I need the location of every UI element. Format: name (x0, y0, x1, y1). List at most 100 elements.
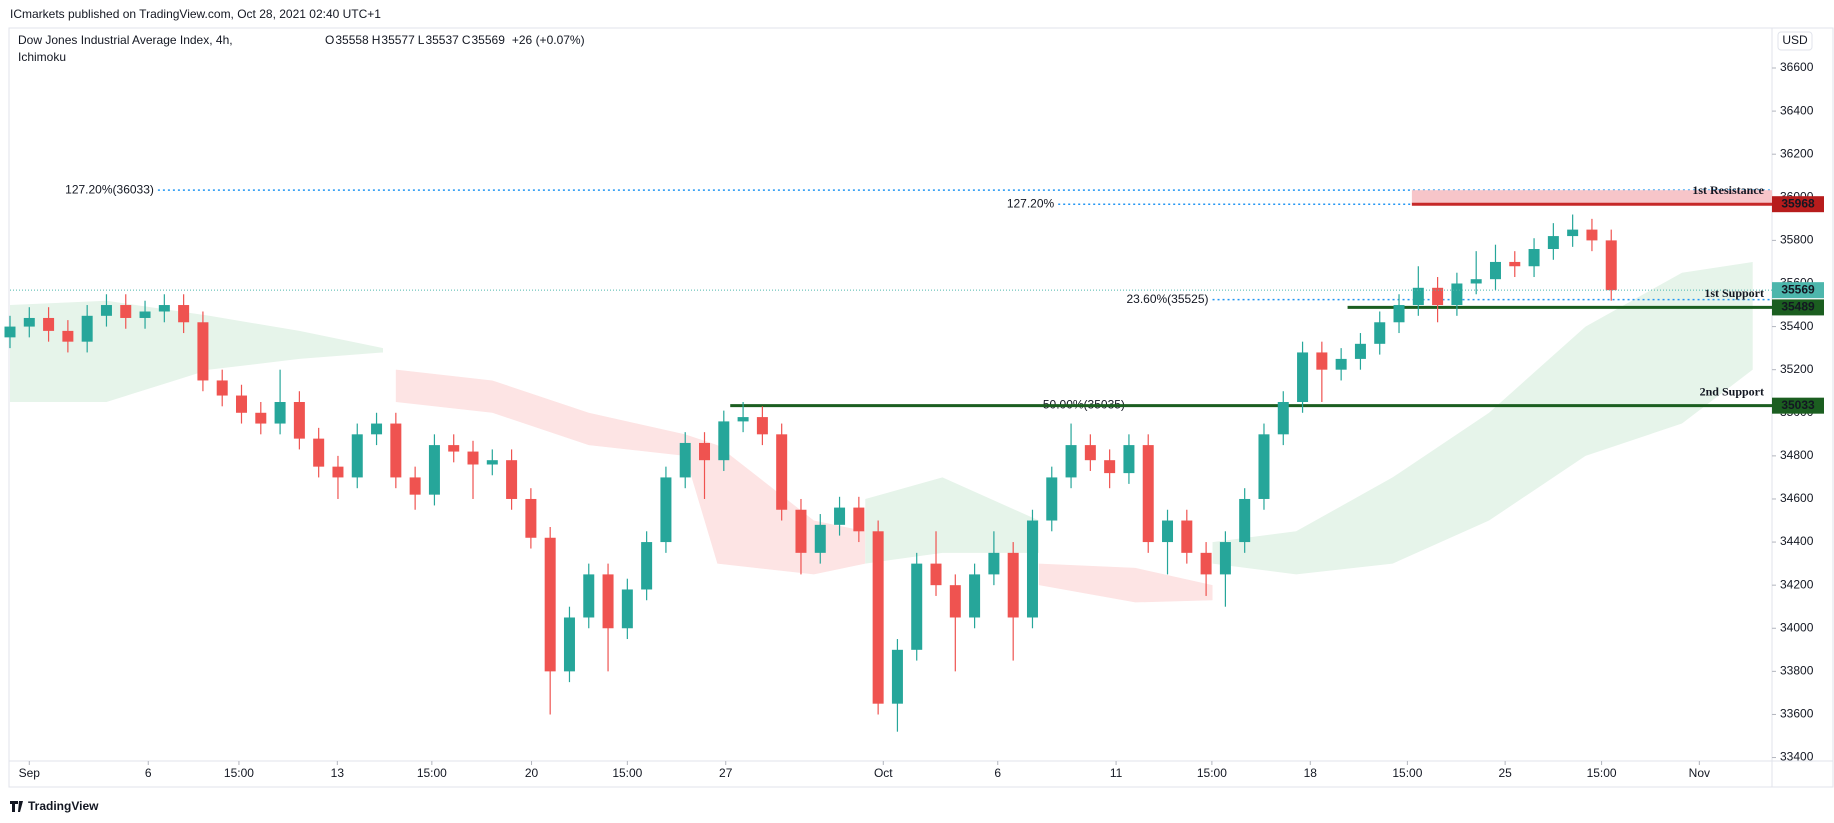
candle-body (814, 524, 826, 553)
ichimoku-cloud (865, 477, 1039, 564)
x-tick-label: 13 (331, 766, 345, 780)
candle-body (1432, 287, 1444, 306)
price-tag (1772, 282, 1824, 299)
candle-body (756, 417, 768, 435)
candle-body (448, 445, 460, 452)
fib-label: 23.60%(35525) (1126, 292, 1208, 306)
candle-body (776, 434, 788, 510)
fib-label: 127.20%(36033) (65, 182, 154, 196)
candle-body (255, 412, 267, 424)
price-tag-label: 35968 (1781, 196, 1815, 210)
candle-body (891, 649, 903, 704)
candle-body (795, 509, 807, 553)
candle-body (1219, 542, 1231, 575)
y-tick-label: 35200 (1780, 362, 1814, 376)
candle-body (1412, 287, 1424, 306)
candle-body (178, 305, 190, 323)
candle-body (197, 322, 209, 381)
candle-body (1547, 236, 1559, 250)
candle-body (236, 395, 248, 413)
y-tick-label: 36200 (1780, 146, 1814, 160)
y-tick-label: 34400 (1780, 534, 1814, 548)
x-tick-label: 15:00 (1197, 766, 1227, 780)
candle-body (1239, 498, 1251, 543)
candle-body (139, 311, 151, 318)
candle-body (1297, 352, 1309, 403)
x-tick-label: 15:00 (224, 766, 254, 780)
currency-box[interactable] (1777, 31, 1813, 51)
readout-value: 35537 (425, 33, 459, 47)
price-tag-label: 35033 (1781, 398, 1815, 412)
candle-body (1065, 445, 1077, 478)
readout-value: 35569 (472, 33, 506, 47)
chart-frame (8, 27, 1834, 788)
readout-change: +26 (+0.07%) (512, 33, 585, 47)
candle-body (293, 402, 305, 439)
ichimoku-cloud (395, 369, 866, 575)
currency: USD (1782, 33, 1808, 47)
candle-body (1354, 343, 1366, 359)
y-tick-label: 33800 (1780, 664, 1814, 678)
candle-body (486, 460, 498, 465)
readout-label: H (372, 33, 381, 47)
y-tick-label: 36600 (1780, 60, 1814, 74)
price-tag (1772, 397, 1824, 414)
x-tick-label: Oct (874, 766, 893, 780)
candle-body (1162, 520, 1174, 543)
x-tick-label: 15:00 (612, 766, 642, 780)
candle-body (544, 537, 556, 672)
candle-body (1586, 229, 1598, 241)
candle-body (4, 326, 16, 338)
x-tick-label: 15:00 (417, 766, 447, 780)
candle-body (1528, 249, 1540, 267)
candle-body (1316, 352, 1328, 370)
candle-body (1489, 261, 1501, 280)
price-tag (1772, 299, 1824, 316)
candle-body (930, 563, 942, 586)
candle-body (390, 423, 402, 478)
candle-body (872, 531, 884, 704)
candle-body (467, 451, 479, 465)
candle-body (216, 380, 228, 396)
readout-value: 35558 (335, 33, 369, 47)
x-tick-label: Sep (19, 766, 41, 780)
y-tick-label: 33600 (1780, 707, 1814, 721)
candle-body (158, 305, 170, 312)
candle-body (853, 507, 865, 532)
y-tick-label: 34600 (1780, 491, 1814, 505)
footer-brand: TradingView (28, 799, 99, 813)
candle-body (737, 417, 749, 422)
candle-body (1277, 402, 1289, 435)
symbol: Dow Jones Industrial Average Index, 4h, (18, 33, 233, 47)
candle-body (1567, 229, 1579, 237)
candle-body (525, 498, 537, 538)
level-label: 1st Resistance (1692, 183, 1764, 197)
readout-label: C (462, 33, 471, 47)
x-tick-label: 6 (145, 766, 152, 780)
candle-body (1451, 283, 1463, 306)
y-tick-label: 34800 (1780, 448, 1814, 462)
y-tick-label: 34200 (1780, 577, 1814, 591)
x-tick-label: Nov (1689, 766, 1710, 780)
y-tick-label: 34000 (1780, 620, 1814, 634)
candle-body (274, 402, 286, 424)
candle-body (100, 305, 112, 316)
candle-body (81, 315, 93, 342)
x-tick-label: 20 (525, 766, 539, 780)
x-tick-label: 25 (1498, 766, 1512, 780)
candle-body (660, 477, 672, 543)
level-label: 2nd Support (1700, 384, 1764, 398)
candle-body (1335, 358, 1347, 370)
candle-body (1104, 460, 1116, 474)
candle-body (1258, 434, 1270, 499)
price-tag (1772, 196, 1824, 213)
candle-body (1123, 445, 1135, 474)
candle-body (969, 574, 981, 618)
candle-body (428, 445, 440, 495)
candle-body (988, 552, 1000, 575)
candle-body (43, 317, 55, 331)
y-tick-label: 36400 (1780, 103, 1814, 117)
y-tick-label: 35400 (1780, 319, 1814, 333)
candle-body (1393, 305, 1405, 323)
